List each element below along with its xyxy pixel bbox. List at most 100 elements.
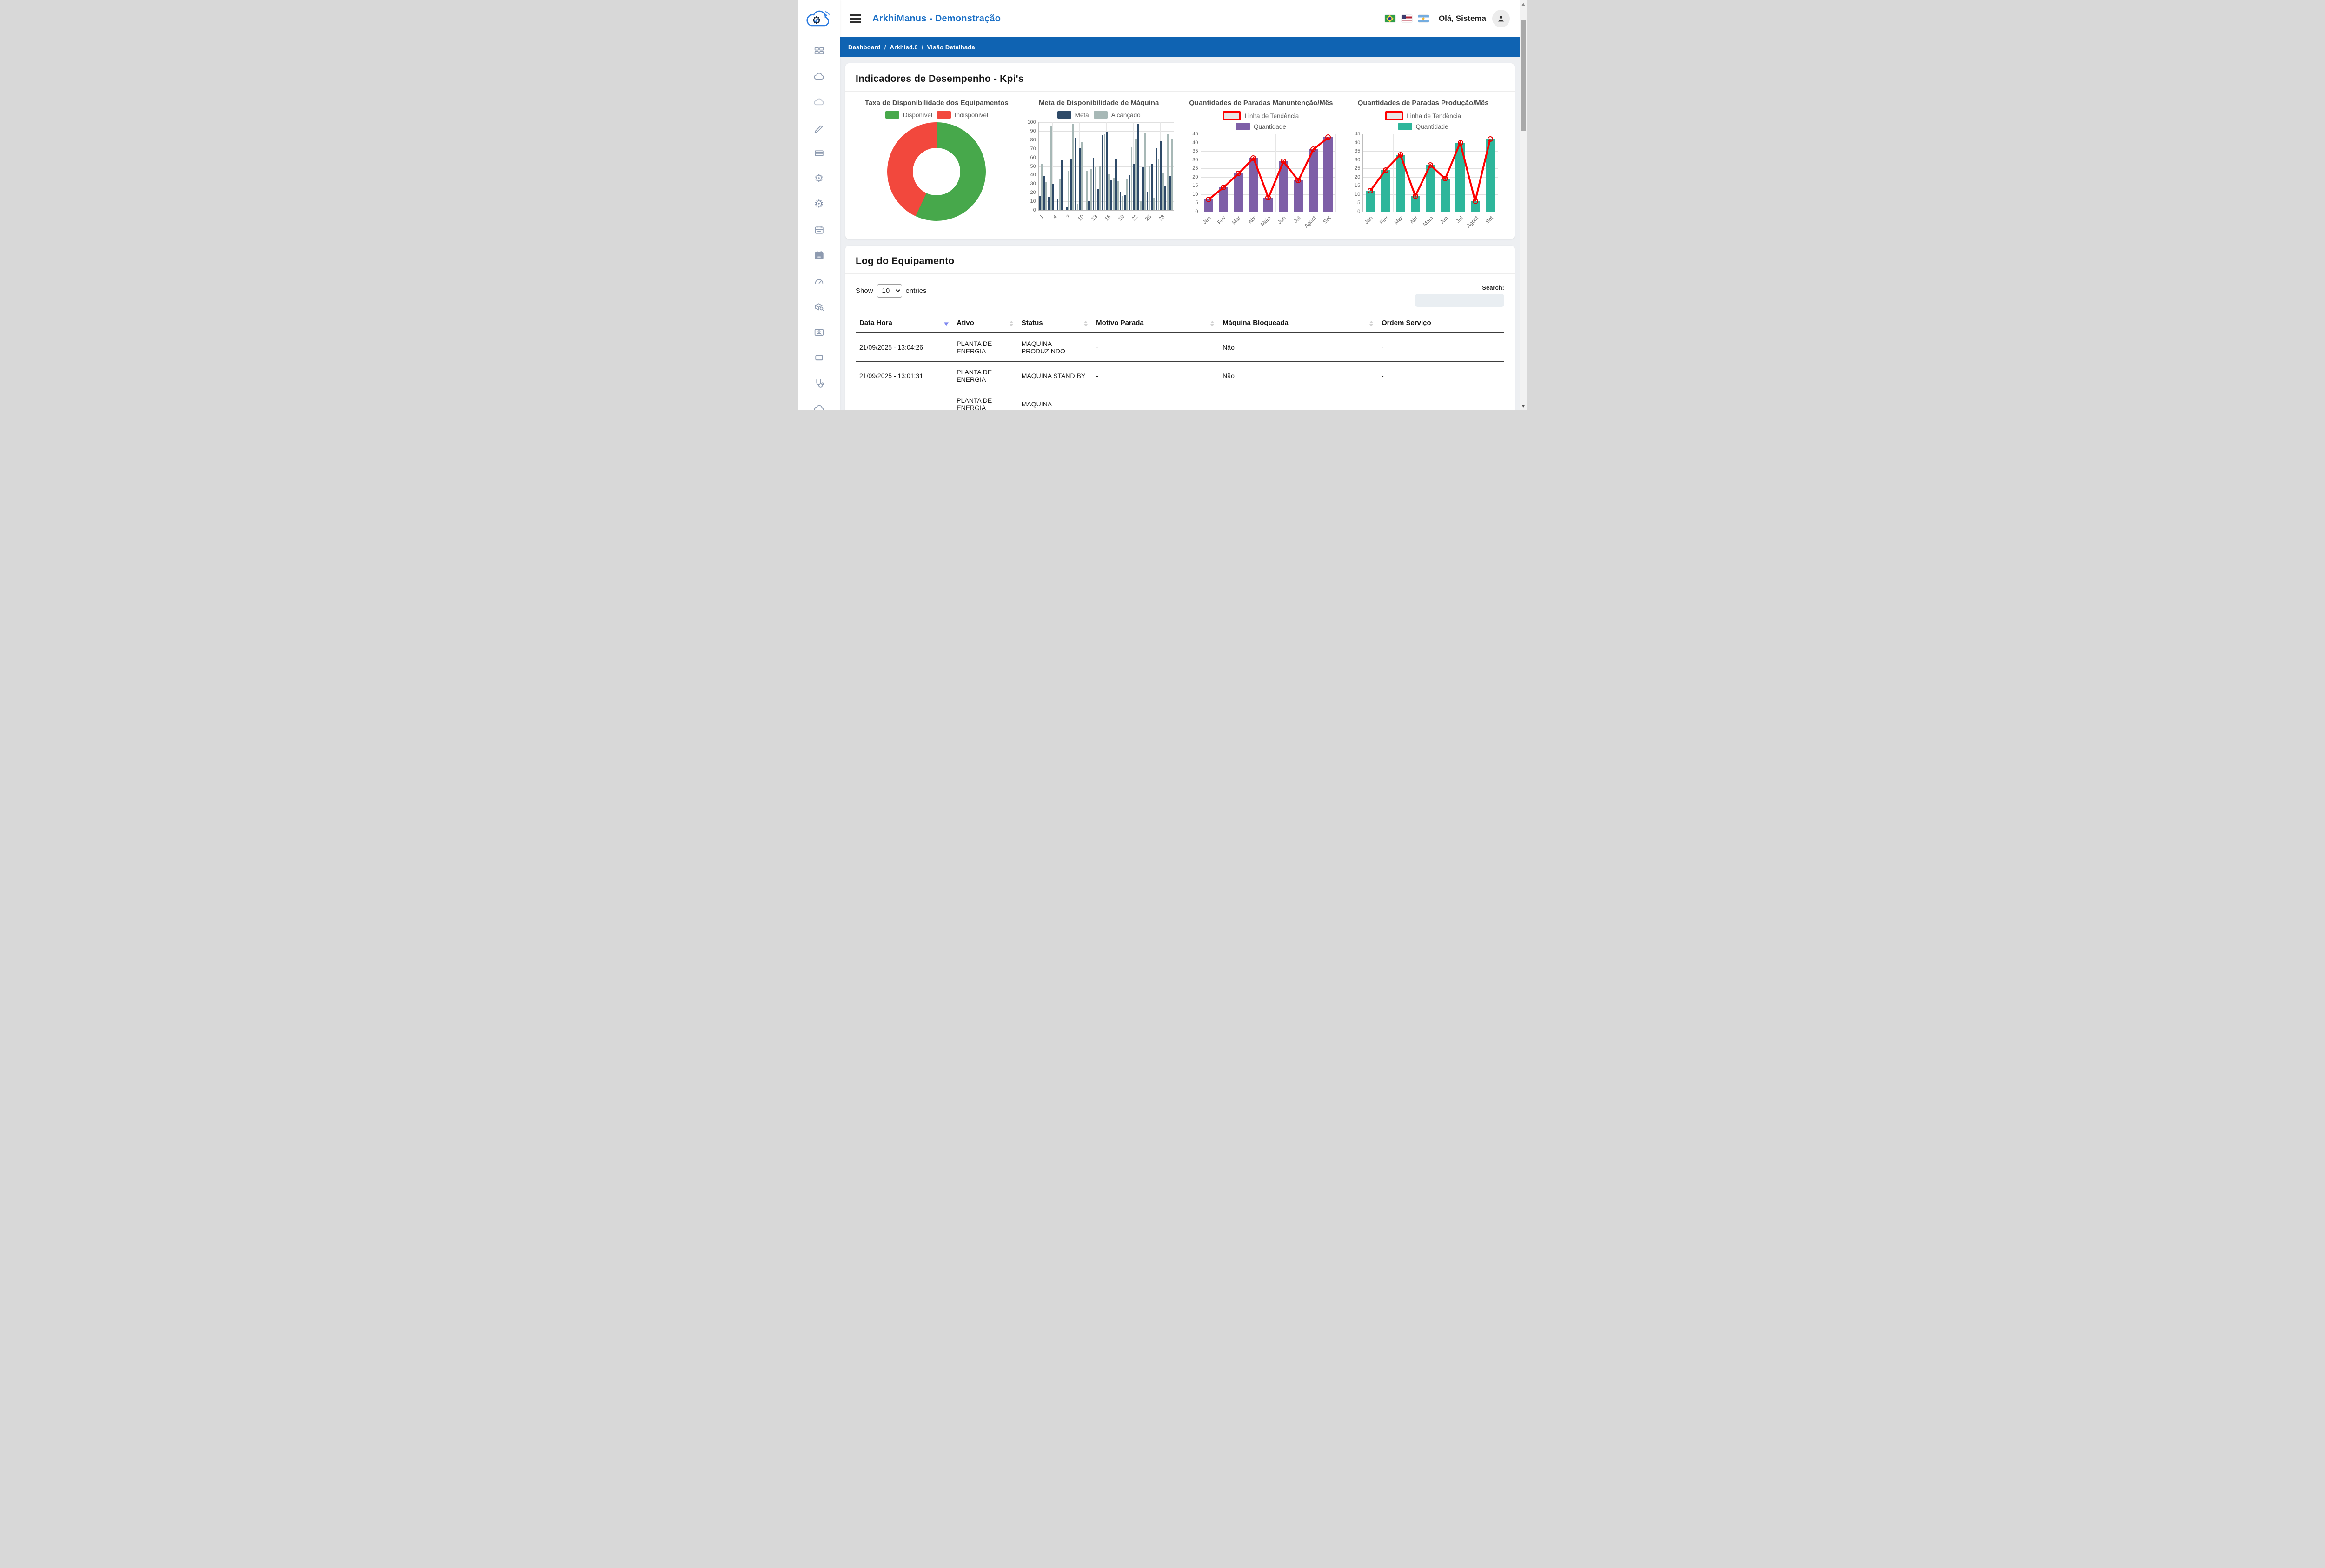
sidebar-item-pencil[interactable] [808,122,830,147]
x-axis-tick-label: Abr [1247,215,1257,226]
x-axis-tick-label: 28 [1158,214,1166,222]
bar [1099,165,1101,210]
sidebar-item-calendar-outline[interactable] [808,224,830,250]
bar [1441,179,1450,212]
laptop-icon [815,355,823,361]
legend-label: Disponível [903,111,932,119]
equipment-log-card: Log do Equipamento Show 10 entries Searc… [845,246,1515,410]
table-row[interactable]: 21/09/2025 - 13:04:26 PLANTA DE ENERGIA … [856,333,1504,362]
sidebar-item-gear-solid[interactable]: ⚙ [808,199,830,224]
y-axis-tick-label: 10 [1030,199,1036,205]
legend-item: Alcançado [1093,111,1141,119]
column-header-status[interactable]: Status [1017,314,1093,333]
bar [1485,139,1495,212]
breadcrumb-dashboard[interactable]: Dashboard [848,44,881,51]
sidebar-item-calendar-solid[interactable] [808,250,830,275]
scrollbar-thumb[interactable] [1521,20,1526,131]
table-row[interactable]: PLANTA DE ENERGIA MAQUINA [856,390,1504,410]
bar [1203,199,1213,212]
cell-data-hora: 21/09/2025 - 13:04:26 [856,333,953,362]
x-axis-tick-label: Abr [1409,215,1419,226]
argentina-flag-icon[interactable] [1418,15,1429,22]
bar [1124,195,1126,210]
person-icon [1498,15,1504,22]
x-axis-tick-label: 7 [1065,214,1072,220]
app-window: ⚙ ⚙ ⚙ ArkhiManus - Demonstração Olá, Sist… [798,0,1527,410]
scroll-up-arrow-icon[interactable] [1521,3,1525,6]
y-axis-tick-label: 5 [1357,200,1361,206]
breadcrumb-separator: / [921,44,923,51]
pencil-icon [814,125,823,133]
sidebar-item-dashboard-grid[interactable] [808,45,830,71]
brazil-flag-icon[interactable] [1384,15,1395,22]
breadcrumb-arkhis[interactable]: Arkhis4.0 [890,44,918,51]
bar [1278,161,1288,212]
sidebar-item-cloud[interactable] [808,71,830,96]
bar [1108,174,1110,210]
sidebar-item-cube-search[interactable] [808,301,830,326]
bar [1088,201,1090,210]
legend-swatch-icon [1057,111,1071,119]
column-header-maquina-bloqueada[interactable]: Máquina Bloqueada [1219,314,1378,333]
cell-ordem-servico: - [1377,361,1504,390]
user-greeting: Olá, Sistema [1438,14,1486,23]
x-axis-tick-label: 19 [1117,214,1126,222]
cell-motivo-parada: - [1092,361,1219,390]
y-axis-tick-label: 0 [1357,209,1361,214]
y-axis-tick-label: 60 [1030,154,1036,160]
chart-availability-donut: Taxa de Disponibilidade dos Equipamentos… [856,99,1018,231]
column-header-motivo-parada[interactable]: Motivo Parada [1092,314,1219,333]
scroll-down-arrow-icon[interactable] [1521,405,1525,408]
gear-outline-icon: ⚙ [814,173,824,185]
vertical-scrollbar[interactable] [1520,0,1527,410]
y-axis-tick-label: 30 [1192,157,1198,163]
y-axis-tick-label: 50 [1030,163,1036,169]
breadcrumb: Dashboard / Arkhis4.0 / Visão Detalhada [840,37,1520,57]
bar [1144,133,1146,210]
cell-motivo-parada [1092,390,1219,410]
sidebar-item-stethoscope[interactable] [808,378,830,403]
bar [1164,186,1166,210]
cloud-gear-logo-icon: ⚙ [806,10,830,27]
trend-point-marker [1368,188,1374,194]
breadcrumb-visao-detalhada[interactable]: Visão Detalhada [927,44,975,51]
sidebar-item-gauge[interactable] [808,275,830,301]
trend-point-marker [1442,176,1448,182]
x-axis-tick-label: 16 [1103,214,1112,222]
sidebar-item-cloud-light[interactable] [808,96,830,122]
x-axis-tick-label: Mar [1231,215,1242,226]
chart-title: Quantidades de Paradas Produção/Mês [1357,99,1489,107]
chart-production-stops: Quantidades de Paradas Produção/Mês Linha… [1342,99,1504,231]
bar [1052,184,1054,210]
log-section-title: Log do Equipamento [856,256,955,266]
column-header-ordem-servico[interactable]: Ordem Serviço [1377,314,1504,333]
page-size-select[interactable]: 10 [877,284,902,298]
sidebar-item-laptop[interactable] [808,352,830,378]
hamburger-menu-icon[interactable] [850,13,861,25]
sidebar-item-cloud-partial[interactable] [808,403,830,410]
sidebar-item-id-card[interactable] [808,326,830,352]
cell-maquina-bloqueada [1219,390,1378,410]
legend-item: Quantidade [1398,123,1448,130]
table-row[interactable]: 21/09/2025 - 13:01:31 PLANTA DE ENERGIA … [856,361,1504,390]
sidebar-item-gear-outline[interactable]: ⚙ [808,173,830,199]
app-logo[interactable]: ⚙ [798,0,840,37]
column-header-ativo[interactable]: Ativo [953,314,1018,333]
user-avatar[interactable] [1492,10,1510,27]
gear-solid-icon: ⚙ [814,198,824,210]
bar [1149,166,1150,210]
y-axis-tick-label: 30 [1030,181,1036,187]
column-header-data-hora[interactable]: Data Hora [856,314,953,333]
sidebar-item-table-rows[interactable] [808,147,830,173]
chart-legend: Meta Alcançado [1022,111,1176,119]
bar-chart-plot: 0 10 20 30 40 50 60 70 80 90 100 [1027,120,1174,213]
bar [1059,178,1061,210]
x-axis: Jan Fev Mar Abr Maio Jun Jul Agost Set [1362,212,1498,231]
bar [1043,176,1045,210]
bar [1075,138,1076,210]
cell-ordem-servico [1377,390,1504,410]
bar [1130,146,1133,210]
search-input[interactable] [1415,294,1504,307]
usa-flag-icon[interactable] [1401,15,1412,22]
y-axis-tick-label: 45 [1355,131,1361,137]
